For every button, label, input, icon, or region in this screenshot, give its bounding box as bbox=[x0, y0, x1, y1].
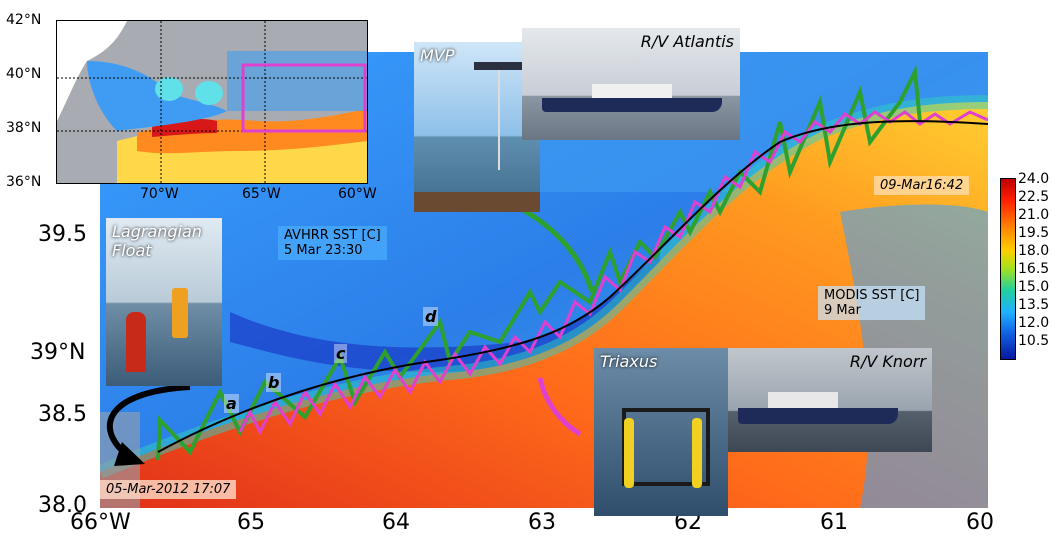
float-arrow-head bbox=[114, 442, 145, 466]
x-tick-60: 60 bbox=[966, 510, 994, 535]
y-tick-38-5: 38.5 bbox=[38, 402, 87, 427]
colorbar-tick-10-5: 10.5 bbox=[1018, 333, 1050, 349]
inset-y-tick-42: 42°N bbox=[6, 12, 42, 28]
avhrr-title: AVHRR SST [C] bbox=[284, 228, 381, 243]
triaxus-fin-right-icon bbox=[692, 418, 702, 488]
atlantis-ship-icon bbox=[542, 98, 722, 112]
x-tick-61: 61 bbox=[820, 510, 848, 535]
segment-label-b: b bbox=[266, 373, 282, 392]
modis-label: MODIS SST [C] 9 Mar bbox=[818, 286, 926, 320]
y-tick-39: 39°N bbox=[30, 340, 86, 365]
triaxus-fin-left-icon bbox=[624, 418, 634, 488]
photo-triaxus-title: Triaxus bbox=[600, 352, 658, 371]
x-tick-63: 63 bbox=[528, 510, 556, 535]
study-area-box bbox=[241, 63, 367, 133]
x-tick-64: 64 bbox=[382, 510, 410, 535]
inset-eddy-1 bbox=[155, 77, 183, 101]
inset-y-tick-38: 38°N bbox=[6, 120, 42, 136]
inset-y-tick-40: 40°N bbox=[6, 66, 42, 82]
y-tick-38-0: 38.0 bbox=[38, 493, 87, 518]
mvp-cable-icon bbox=[498, 70, 500, 170]
photo-float-line1: Lagrangian bbox=[112, 222, 202, 241]
segment-label-d: d bbox=[423, 307, 439, 326]
colorbar-tick-19-5: 19.5 bbox=[1018, 225, 1050, 241]
segment-label-c: c bbox=[334, 344, 348, 363]
segment-label-a: a bbox=[224, 394, 239, 413]
y-tick-39-5: 39.5 bbox=[38, 222, 87, 247]
colorbar-tick-24-0: 24.0 bbox=[1018, 171, 1050, 187]
mvp-deck-icon bbox=[414, 192, 540, 212]
float-track bbox=[157, 120, 989, 453]
photo-float-title: Lagrangian Float bbox=[112, 222, 202, 260]
avhrr-time: 5 Mar 23:30 bbox=[284, 243, 363, 258]
photo-float-line2: Float bbox=[112, 241, 152, 260]
mvp-crane-icon bbox=[474, 62, 524, 70]
inset-eddy-2 bbox=[195, 81, 223, 105]
photo-triaxus: Triaxus bbox=[594, 348, 728, 516]
avhrr-label: AVHRR SST [C] 5 Mar 23:30 bbox=[278, 226, 387, 260]
modis-time: 9 Mar bbox=[824, 303, 861, 318]
float-person-icon bbox=[126, 312, 146, 372]
photo-float: Lagrangian Float bbox=[106, 218, 222, 386]
photo-mvp: MVP bbox=[414, 42, 540, 212]
colorbar-tick-12-0: 12.0 bbox=[1018, 315, 1050, 331]
triaxus-arc bbox=[537, 377, 582, 437]
inset-y-tick-36: 36°N bbox=[6, 174, 42, 190]
inset-x-tick-65: 65°W bbox=[242, 186, 281, 202]
modis-title: MODIS SST [C] bbox=[824, 288, 920, 303]
colorbar-tick-22-5: 22.5 bbox=[1018, 189, 1050, 205]
mvp-track bbox=[156, 64, 922, 461]
float-arrow bbox=[106, 384, 191, 460]
x-tick-65: 65 bbox=[237, 510, 265, 535]
photo-knorr-title: R/V Knorr bbox=[849, 352, 926, 371]
photo-atlantis-title: R/V Atlantis bbox=[640, 32, 734, 51]
inset-x-tick-60: 60°W bbox=[338, 186, 377, 202]
colorbar-tick-16-5: 16.5 bbox=[1018, 261, 1050, 277]
inset-land bbox=[57, 21, 127, 121]
inset-map bbox=[56, 20, 368, 184]
photo-knorr: R/V Knorr bbox=[728, 348, 932, 452]
knorr-ship-icon bbox=[738, 408, 898, 424]
colorbar-tick-13-5: 13.5 bbox=[1018, 297, 1050, 313]
colorbar-tick-21-0: 21.0 bbox=[1018, 207, 1050, 223]
colorbar-tick-15-0: 15.0 bbox=[1018, 279, 1050, 295]
inset-north-ocean bbox=[227, 51, 367, 111]
start-time-label: 05-Mar-2012 17:07 bbox=[100, 480, 237, 499]
colorbar bbox=[1000, 178, 1016, 360]
inset-x-tick-70: 70°W bbox=[140, 186, 179, 202]
photo-atlantis: R/V Atlantis bbox=[522, 28, 740, 140]
inset-map-svg bbox=[57, 21, 367, 183]
atlantis-superstructure-icon bbox=[592, 84, 672, 98]
photo-mvp-title: MVP bbox=[420, 46, 455, 65]
float-device-icon bbox=[172, 288, 188, 338]
colorbar-tick-18-0: 18.0 bbox=[1018, 243, 1050, 259]
x-tick-66: 66°W bbox=[70, 510, 131, 535]
knorr-superstructure-icon bbox=[768, 392, 838, 408]
triaxus-track bbox=[238, 110, 989, 436]
end-time-label: 09-Mar16:42 bbox=[874, 176, 970, 195]
